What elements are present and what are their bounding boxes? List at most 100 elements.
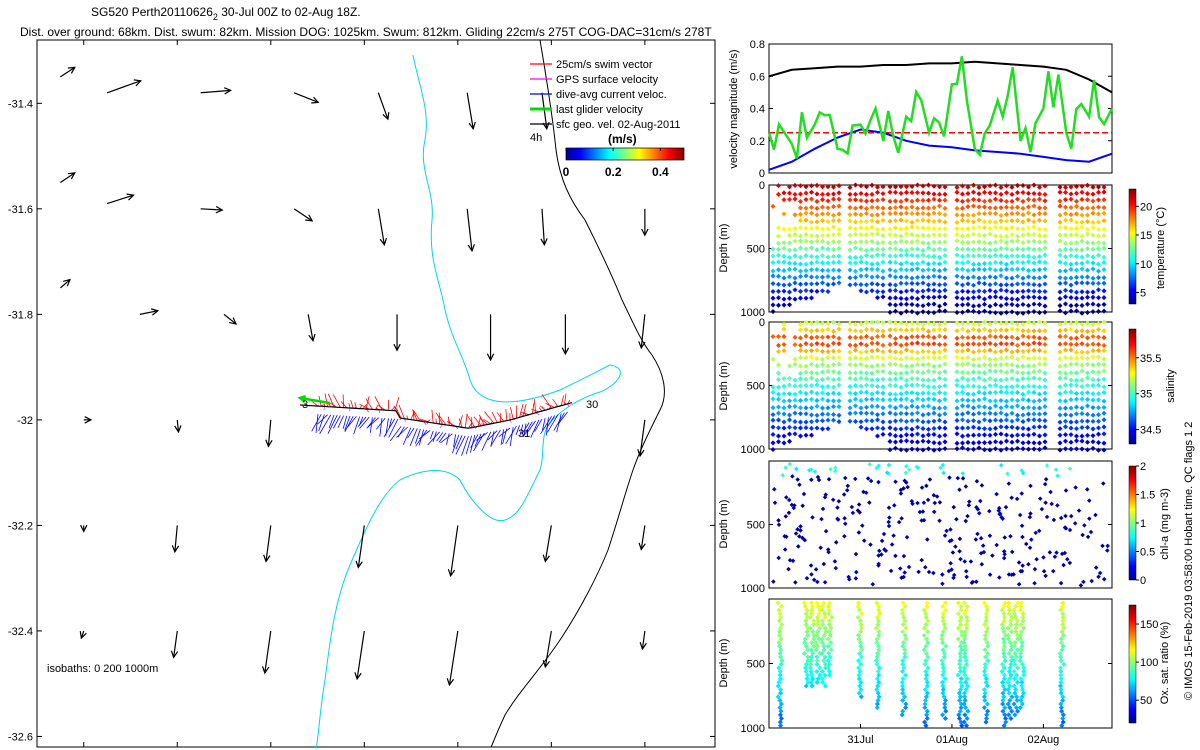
oxygen-sample — [817, 672, 823, 678]
temp-sample — [808, 288, 815, 294]
temp-sample — [959, 274, 966, 280]
sal-sample — [836, 361, 842, 367]
temp-sample — [909, 267, 915, 273]
chla-sample — [940, 581, 945, 586]
chla-sample — [955, 475, 961, 481]
sal-sample — [770, 389, 776, 395]
sal-sample — [925, 411, 932, 417]
sal-sample — [1068, 397, 1074, 403]
dive-avg-current-arrow — [530, 419, 540, 438]
sal-sample — [1095, 431, 1102, 437]
sal-sample — [1025, 389, 1032, 395]
temp-sample — [892, 295, 899, 301]
temp-sample — [1084, 245, 1091, 252]
temp-sample — [869, 261, 875, 267]
temp-sample — [1073, 211, 1080, 217]
temp-sample — [1090, 260, 1096, 266]
sal-sample — [976, 341, 982, 347]
temp-sample — [1042, 205, 1048, 211]
sal-sample — [1062, 375, 1069, 381]
oxygen-sample — [964, 618, 970, 624]
chla-sample — [828, 466, 833, 472]
oxygen-sample — [939, 636, 945, 642]
oxygen-sample — [962, 705, 969, 711]
geo-velocity-arrow — [171, 525, 180, 554]
oxygen-sample — [940, 614, 946, 620]
chla-sample — [797, 534, 802, 539]
sal-sample — [1084, 439, 1091, 445]
temp-sample — [781, 259, 787, 265]
sal-sample — [830, 384, 837, 390]
chla-sample — [1042, 481, 1048, 487]
oxygen-sample — [820, 621, 826, 628]
sal-sample — [914, 391, 921, 397]
chla-sample — [797, 482, 802, 488]
temp-sample — [1073, 267, 1080, 273]
temp-sample — [1095, 280, 1102, 286]
sal-sample — [1062, 327, 1069, 333]
sal-sample — [954, 369, 960, 375]
oxygen-sample — [776, 629, 783, 635]
sal-sample — [1003, 361, 1010, 367]
temp-sample — [1009, 289, 1015, 295]
oxygen-sample — [924, 715, 930, 721]
track-label-start: 3 — [302, 399, 308, 411]
temp-sample — [825, 281, 831, 288]
temp-sample — [936, 274, 943, 280]
temp-sample — [1062, 211, 1069, 217]
temp-sample — [775, 259, 782, 265]
sal-sample — [1073, 377, 1080, 383]
sal-sample — [830, 390, 837, 396]
sal-sample — [803, 390, 809, 397]
sal-sample — [959, 417, 966, 423]
sal-sample — [981, 417, 988, 423]
chla-sample — [915, 465, 921, 471]
colorbar-tick-label: 0 — [563, 165, 570, 179]
sal-sample — [965, 403, 971, 409]
sal-sample — [898, 327, 904, 333]
temp-colorbar-tick-label: 15 — [1140, 230, 1152, 242]
oxygen-sample — [775, 600, 781, 606]
figure-title: SG520 Perth201106262 30-Jul 00Z to 02-Au… — [91, 5, 361, 22]
sal-sample — [970, 440, 977, 446]
sal-sample — [1031, 389, 1037, 395]
swim-vector-arrow — [545, 403, 555, 408]
oxygen-sample — [1012, 690, 1018, 696]
chla-sample — [937, 518, 942, 523]
dive-avg-current-arrow — [500, 429, 504, 445]
chl-colorbar-tick-label: 0 — [1140, 575, 1146, 587]
oxygen-xtick-label: 31Jul — [847, 734, 873, 746]
sal-sample — [887, 348, 893, 354]
geo-velocity-arrow — [307, 314, 316, 343]
sal-sample — [920, 433, 926, 439]
sal-sample — [976, 432, 982, 438]
oxygen-sample — [957, 708, 963, 714]
oxygen-sample — [1058, 690, 1064, 696]
sal-sample — [1095, 425, 1102, 431]
temp-sample — [786, 226, 793, 232]
sal-sample — [792, 356, 798, 362]
chla-sample — [1006, 481, 1012, 486]
chla-sample — [998, 462, 1004, 468]
sal-sample — [920, 412, 926, 418]
oxygen-sample — [815, 629, 821, 635]
temp-sample — [909, 309, 915, 315]
temp-sample — [1009, 184, 1015, 190]
sal-sample — [1073, 404, 1080, 410]
oxygen-sample — [1015, 636, 1021, 642]
sal-sample — [892, 445, 899, 451]
sal-sample — [976, 440, 982, 446]
temp-sample — [903, 189, 910, 196]
temp-sample — [1025, 239, 1032, 245]
swim-vector-arrow — [413, 410, 421, 422]
chla-sample — [1101, 576, 1107, 582]
temp-sample — [1090, 309, 1096, 315]
oxygen-sample — [803, 621, 809, 628]
temp-sample — [903, 239, 910, 245]
temp-sample — [931, 273, 937, 279]
temp-sample — [803, 232, 809, 238]
oxygen-sample — [804, 607, 810, 613]
sal-sample — [914, 326, 921, 332]
oxygen-sample — [1003, 719, 1009, 725]
oxygen-sample — [820, 679, 826, 685]
